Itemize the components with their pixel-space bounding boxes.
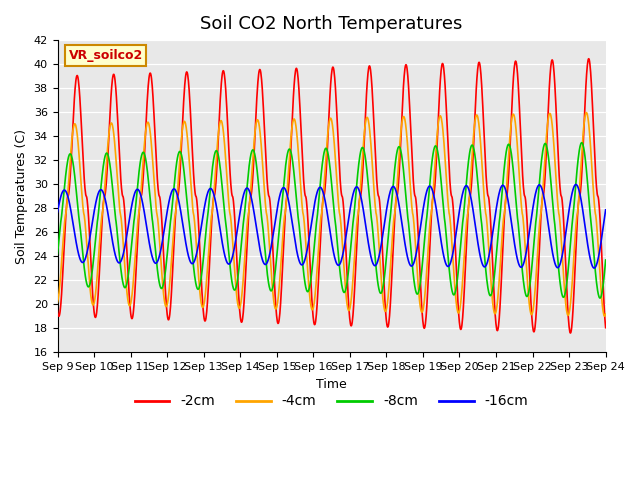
Legend: -2cm, -4cm, -8cm, -16cm: -2cm, -4cm, -8cm, -16cm: [129, 389, 534, 414]
X-axis label: Time: Time: [316, 377, 347, 391]
Y-axis label: Soil Temperatures (C): Soil Temperatures (C): [15, 129, 28, 264]
Text: VR_soilco2: VR_soilco2: [68, 49, 143, 62]
Title: Soil CO2 North Temperatures: Soil CO2 North Temperatures: [200, 15, 463, 33]
